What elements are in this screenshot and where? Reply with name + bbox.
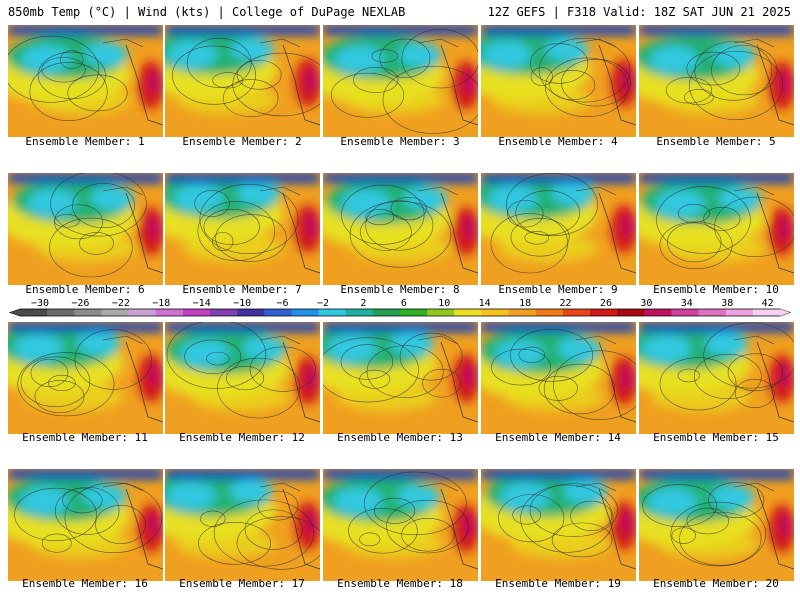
colorbar-segment: [752, 309, 781, 316]
colorbar-tick-label: −6: [277, 298, 289, 309]
colorbar-segment: [590, 309, 618, 316]
ensemble-member-label: Ensemble Member: 1: [25, 135, 145, 148]
ensemble-member-label: Ensemble Member: 17: [179, 577, 305, 590]
ensemble-member-map: [481, 469, 636, 581]
colorbar-segment: [210, 309, 238, 316]
colorbar-segment: [318, 309, 347, 316]
ensemble-member-label: Ensemble Member: 6: [25, 283, 145, 296]
colorbar-tick-label: −2: [317, 298, 329, 309]
ensemble-member-map: [639, 322, 794, 434]
ensemble-member-map: [323, 173, 478, 285]
ensemble-member-map: [481, 322, 636, 434]
colorbar-tick-label: −10: [233, 298, 251, 309]
colorbar-segment: [454, 309, 482, 316]
colorbar-segment: [427, 309, 455, 316]
colorbar-segment: [182, 309, 211, 316]
colorbar-tick-label: −26: [71, 298, 89, 309]
colorbar-tick-label: 38: [721, 298, 733, 309]
colorbar-segment: [481, 309, 510, 316]
ensemble-member-map: [323, 322, 478, 434]
colorbar-tick-label: 10: [438, 298, 450, 309]
colorbar-segment: [725, 309, 754, 316]
ensemble-member-label: Ensemble Member: 9: [498, 283, 618, 296]
colorbar-tick-label: 14: [479, 298, 491, 309]
ensemble-member-map: [8, 469, 163, 581]
ensemble-member-label: Ensemble Member: 7: [182, 283, 302, 296]
valid-time: 12Z GEFS | F318 Valid: 18Z SAT JUN 21 20…: [487, 5, 791, 19]
ensemble-member-label: Ensemble Member: 18: [337, 577, 463, 590]
colorbar-segment: [644, 309, 672, 316]
colorbar-segment: [101, 309, 130, 316]
ensemble-member-map: [323, 25, 478, 137]
ensemble-member-label: Ensemble Member: 3: [340, 135, 460, 148]
ensemble-member-label: Ensemble Member: 16: [22, 577, 148, 590]
colorbar-tick-label: 18: [519, 298, 531, 309]
ensemble-member-map: [8, 322, 163, 434]
colorbar-tick-label: −30: [31, 298, 49, 309]
colorbar-tick-label: −18: [152, 298, 170, 309]
colorbar-segment: [74, 309, 102, 316]
ensemble-member-label: Ensemble Member: 12: [179, 431, 305, 444]
colorbar-segment: [155, 309, 184, 316]
ensemble-member-label: Ensemble Member: 5: [656, 135, 776, 148]
temperature-colorbar: −30 −26 −22 −18 −14 −10 −6 −2 2 6 10 14 18 22 26 30 34 38…: [8, 298, 792, 317]
ensemble-member-label: Ensemble Member: 4: [498, 135, 618, 148]
colorbar-segment: [20, 309, 48, 316]
colorbar-tick-label: 30: [640, 298, 652, 309]
colorbar-segment: [345, 309, 374, 316]
colorbar-segment: [508, 309, 537, 316]
ensemble-member-map: [8, 25, 163, 137]
colorbar-tick-label: −22: [112, 298, 130, 309]
colorbar-tick-label: 22: [560, 298, 572, 309]
ensemble-member-label: Ensemble Member: 13: [337, 431, 463, 444]
colorbar-tick-label: 42: [762, 298, 774, 309]
colorbar-segment: [535, 309, 564, 316]
colorbar-segment: [671, 309, 700, 316]
colorbar-segment: [128, 309, 157, 316]
ensemble-member-map: [165, 469, 320, 581]
colorbar-segment: [264, 309, 292, 316]
ensemble-member-label: Ensemble Member: 11: [22, 431, 148, 444]
ensemble-member-label: Ensemble Member: 15: [653, 431, 779, 444]
colorbar-segment: [47, 309, 75, 316]
ensemble-member-map: [481, 173, 636, 285]
colorbar-tick-label: 26: [600, 298, 612, 309]
ensemble-member-map: [481, 25, 636, 137]
colorbar-segment: [237, 309, 265, 316]
ensemble-member-map: [165, 25, 320, 137]
colorbar-segment: [291, 309, 320, 316]
colorbar-segment: [400, 309, 428, 316]
ensemble-member-map: [639, 469, 794, 581]
ensemble-member-label: Ensemble Member: 8: [340, 283, 460, 296]
colorbar-segment: [372, 309, 401, 316]
colorbar-segment: [698, 309, 727, 316]
colorbar-tick-label: 34: [681, 298, 693, 309]
ensemble-member-map: [165, 173, 320, 285]
map-title: 850mb Temp (°C) | Wind (kts) | College o…: [8, 5, 406, 19]
ensemble-member-label: Ensemble Member: 20: [653, 577, 779, 590]
ensemble-member-map: [165, 322, 320, 434]
colorbar-tick-label: −14: [193, 298, 211, 309]
ensemble-member-label: Ensemble Member: 2: [182, 135, 302, 148]
ensemble-member-map: [8, 173, 163, 285]
ensemble-member-label: Ensemble Member: 14: [495, 431, 621, 444]
ensemble-member-label: Ensemble Member: 10: [653, 283, 779, 296]
colorbar-tick-label: 2: [360, 298, 366, 309]
colorbar-segment: [562, 309, 591, 316]
ensemble-member-label: Ensemble Member: 19: [495, 577, 621, 590]
colorbar-tick-label: 6: [401, 298, 407, 309]
ensemble-member-map: [639, 173, 794, 285]
ensemble-member-map: [639, 25, 794, 137]
ensemble-member-map: [323, 469, 478, 581]
colorbar-segment: [617, 309, 645, 316]
